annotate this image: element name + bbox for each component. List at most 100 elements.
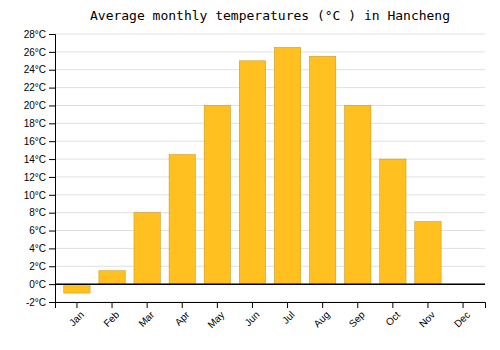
y-tick-label: 28°C [24,29,46,40]
x-tick: Nov [417,302,437,329]
y-tick-mark [49,284,55,285]
grid-line [55,87,485,88]
bar [239,61,265,284]
y-tick-mark [49,302,55,303]
y-tick: 12°C [24,172,55,183]
x-tick-label: Jul [280,309,297,326]
y-tick-mark [49,141,55,142]
grid-line [55,34,485,35]
y-tick-mark [49,231,55,232]
y-axis: -2°C 0°C 2°C 4°C 6°C 8°C 10°C 12°C 14°C 16°C 18°C 2… [24,29,56,308]
y-tick-label: 12°C [24,172,46,183]
grid-line [55,176,485,177]
y-tick: 24°C [24,64,55,75]
y-tick: 28°C [24,29,55,40]
x-tick-mark [112,302,113,308]
x-tick-label: Dec [452,309,472,329]
y-tick: 16°C [24,136,55,147]
x-tick-label: Aug [311,309,331,329]
y-tick-mark [49,105,55,106]
x-tick: Feb [101,302,121,329]
x-tick: Dec [452,302,472,329]
bar [274,47,300,284]
y-tick: 4°C [29,243,55,254]
y-tick-label: 8°C [29,207,46,218]
grid-line [55,212,485,213]
grid-line [55,141,485,142]
grid-line [55,51,485,52]
y-tick-label: 16°C [24,136,46,147]
x-tick-label: Jan [67,309,86,328]
x-tick-mark [147,302,148,308]
y-tick: -2°C [26,297,55,308]
x-tick-mark [182,302,183,308]
y-tick: 26°C [24,47,55,58]
y-tick-mark [49,52,55,53]
y-tick-mark [49,213,55,214]
x-tick: Mar [136,302,156,329]
y-tick: 20°C [24,100,55,111]
x-tick-label: Feb [101,309,121,329]
chart-title: Average monthly temperatures (°C ) in Ha… [90,8,450,23]
x-tick: Jun [242,302,261,328]
x-tick: Jul [280,302,297,326]
y-tick-label: 2°C [29,261,46,272]
y-tick: 18°C [24,118,55,129]
y-tick-mark [49,266,55,267]
y-tick-label: -2°C [26,297,46,308]
y-tick-label: 24°C [24,64,46,75]
bar [345,105,371,284]
y-tick: 14°C [24,154,55,165]
x-tick-label: May [205,309,226,330]
bars [64,47,441,293]
y-tick-mark [49,195,55,196]
x-tick-mark [392,302,393,308]
x-tick-label: Apr [173,309,192,328]
y-tick: 0°C [29,279,55,290]
y-tick: 10°C [24,190,55,201]
x-tick-mark [217,302,218,308]
y-tick-label: 14°C [24,154,46,165]
y-tick-mark [49,70,55,71]
bar [64,284,90,293]
plot: -2°C 0°C 2°C 4°C 6°C 8°C 10°C 12°C 14°C 16°C 18°C 2… [24,29,486,331]
x-tick-mark [287,302,288,308]
chart-svg: -2°C 0°C 2°C 4°C 6°C 8°C 10°C 12°C 14°C 16°C 18°C 2… [0,0,500,350]
x-tick-mark [427,302,428,308]
x-tick-mark [463,302,464,308]
grid-line [55,105,485,106]
y-tick-label: 20°C [24,100,46,111]
y-tick-label: 22°C [24,82,46,93]
x-tick-mark [252,302,253,308]
y-tick: 6°C [29,225,55,236]
x-tick-mark [357,302,358,308]
y-tick-label: 4°C [29,243,46,254]
y-tick: 2°C [29,261,55,272]
x-tick: Jan [67,302,86,328]
y-tick-mark [49,88,55,89]
bar [204,105,230,284]
x-tick-label: Oct [383,309,402,328]
bar [134,213,160,284]
y-tick: 22°C [24,82,55,93]
grid-line [55,69,485,70]
x-axis: Jan Feb Mar Apr May Jun Jul Aug Sep Oct Nov Dec [56,302,486,330]
x-tick-label: Nov [417,309,437,329]
x-tick: May [205,302,226,330]
x-tick: Apr [173,302,192,328]
y-tick-mark [49,34,55,35]
x-tick-mark [322,302,323,308]
grid-line [55,284,485,285]
x-axis-line [56,303,486,309]
zero-line [55,283,485,285]
grid-line [55,159,485,160]
x-tick: Oct [383,302,402,328]
bar [380,159,406,284]
y-tick-mark [49,159,55,160]
y-tick-label: 26°C [24,47,46,58]
chart-container: -2°C 0°C 2°C 4°C 6°C 8°C 10°C 12°C 14°C 16°C 18°C 2… [0,0,500,350]
y-axis-line [49,35,56,303]
x-tick-label: Jun [242,309,261,328]
x-tick: Sep [347,302,368,329]
y-tick-mark [49,248,55,249]
